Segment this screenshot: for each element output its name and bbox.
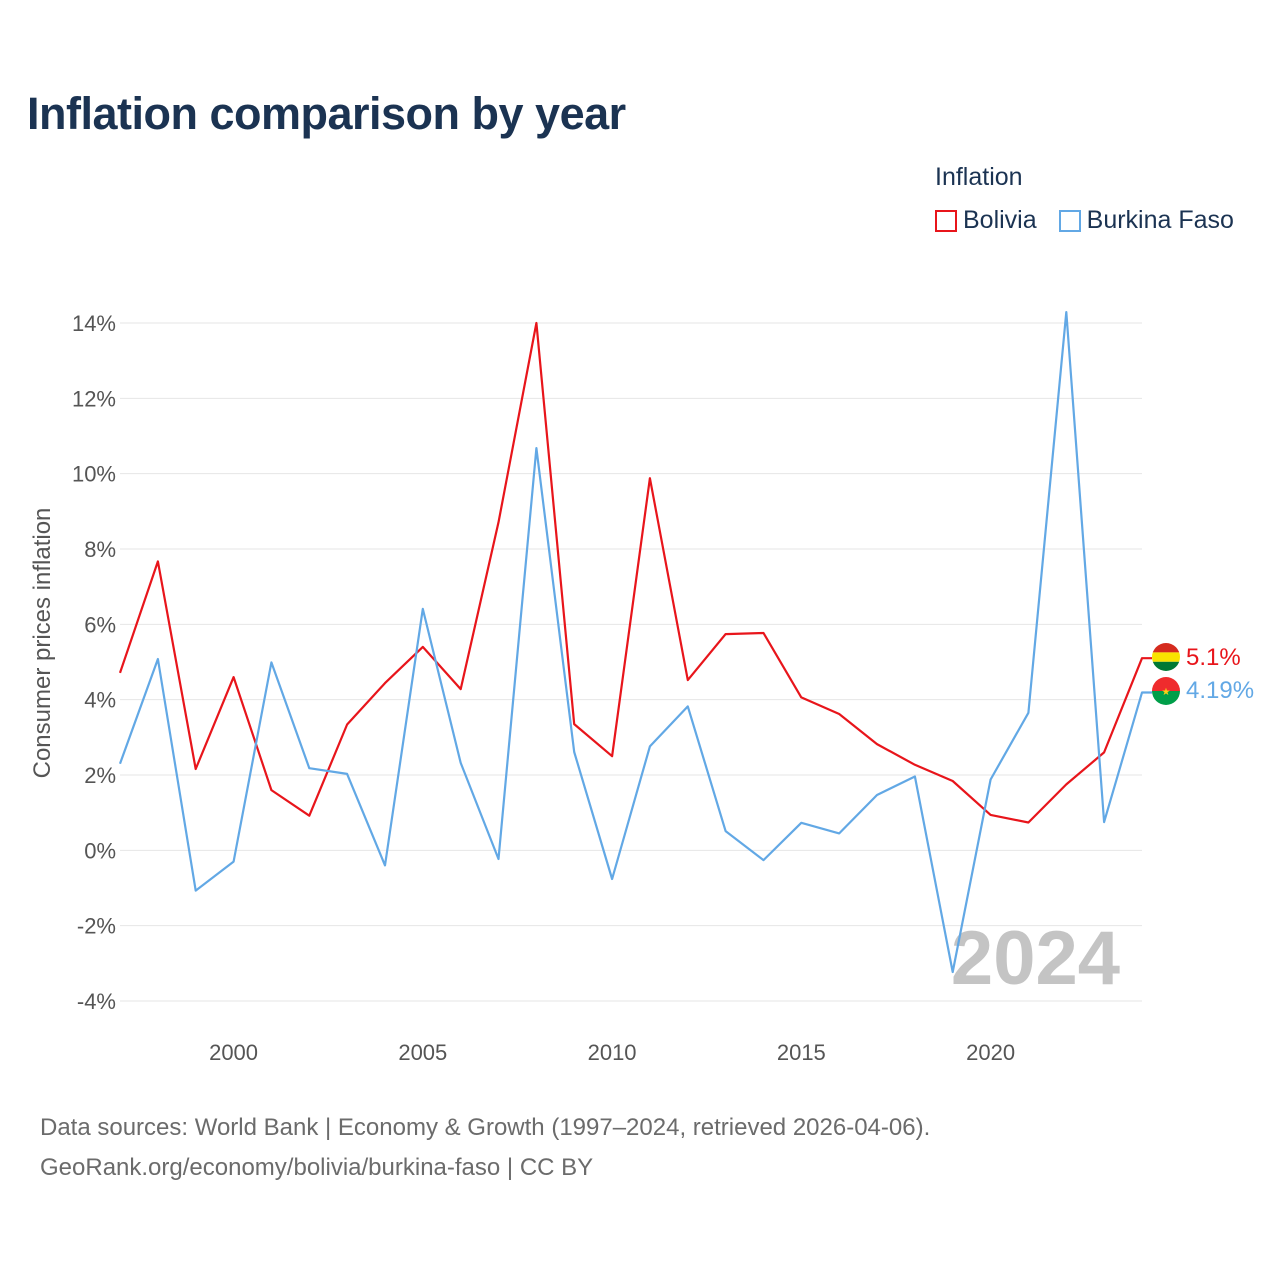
x-tick-label: 2010 (588, 1040, 637, 1065)
x-tick-label: 2000 (209, 1040, 258, 1065)
source-line-1: Data sources: World Bank | Economy & Gro… (40, 1114, 931, 1141)
page-title: Inflation comparison by year (27, 88, 626, 139)
legend-label-burkina-faso: Burkina Faso (1086, 206, 1234, 234)
end-label-burkina-faso: 4.19% (1186, 677, 1254, 704)
legend-item-burkina-faso[interactable]: Burkina Faso (1058, 206, 1234, 235)
burkina-faso-flag-icon: ★ (1152, 677, 1180, 705)
source-note: Data sources: World Bank | Economy & Gro… (40, 1108, 930, 1188)
x-tick-label: 2005 (398, 1040, 447, 1065)
legend-item-bolivia[interactable]: Bolivia (935, 206, 1037, 235)
y-tick-label: 4% (84, 688, 116, 713)
legend-label-bolivia: Bolivia (963, 206, 1037, 234)
svg-text:★: ★ (1162, 687, 1171, 698)
y-tick-label: 12% (72, 386, 116, 411)
legend: Bolivia Burkina Faso (935, 206, 1256, 235)
series-line-bolivia[interactable] (118, 321, 1152, 824)
x-tick-label: 2015 (777, 1040, 826, 1065)
y-tick-label: 6% (84, 612, 116, 637)
series-line-burkina-faso[interactable] (118, 311, 1152, 974)
y-tick-label: 8% (84, 537, 116, 562)
y-tick-label: 10% (72, 462, 116, 487)
y-axis-title: Consumer prices inflation (29, 508, 56, 779)
y-tick-label: 2% (84, 763, 116, 788)
legend-swatch-bolivia (935, 209, 957, 232)
x-tick-label: 2020 (966, 1040, 1015, 1065)
bolivia-flag-icon (1152, 643, 1180, 671)
year-watermark: 2024 (951, 916, 1120, 1001)
y-tick-label: 0% (84, 838, 116, 863)
legend-swatch-burkina-faso (1058, 209, 1081, 232)
source-line-2[interactable]: GeoRank.org/economy/bolivia/burkina-faso… (40, 1154, 594, 1181)
end-label-bolivia: 5.1% (1186, 644, 1241, 671)
legend-title: Inflation (935, 163, 1023, 191)
y-tick-label: -4% (77, 989, 116, 1014)
y-tick-label: 14% (72, 311, 116, 336)
y-tick-label: -2% (77, 914, 116, 939)
